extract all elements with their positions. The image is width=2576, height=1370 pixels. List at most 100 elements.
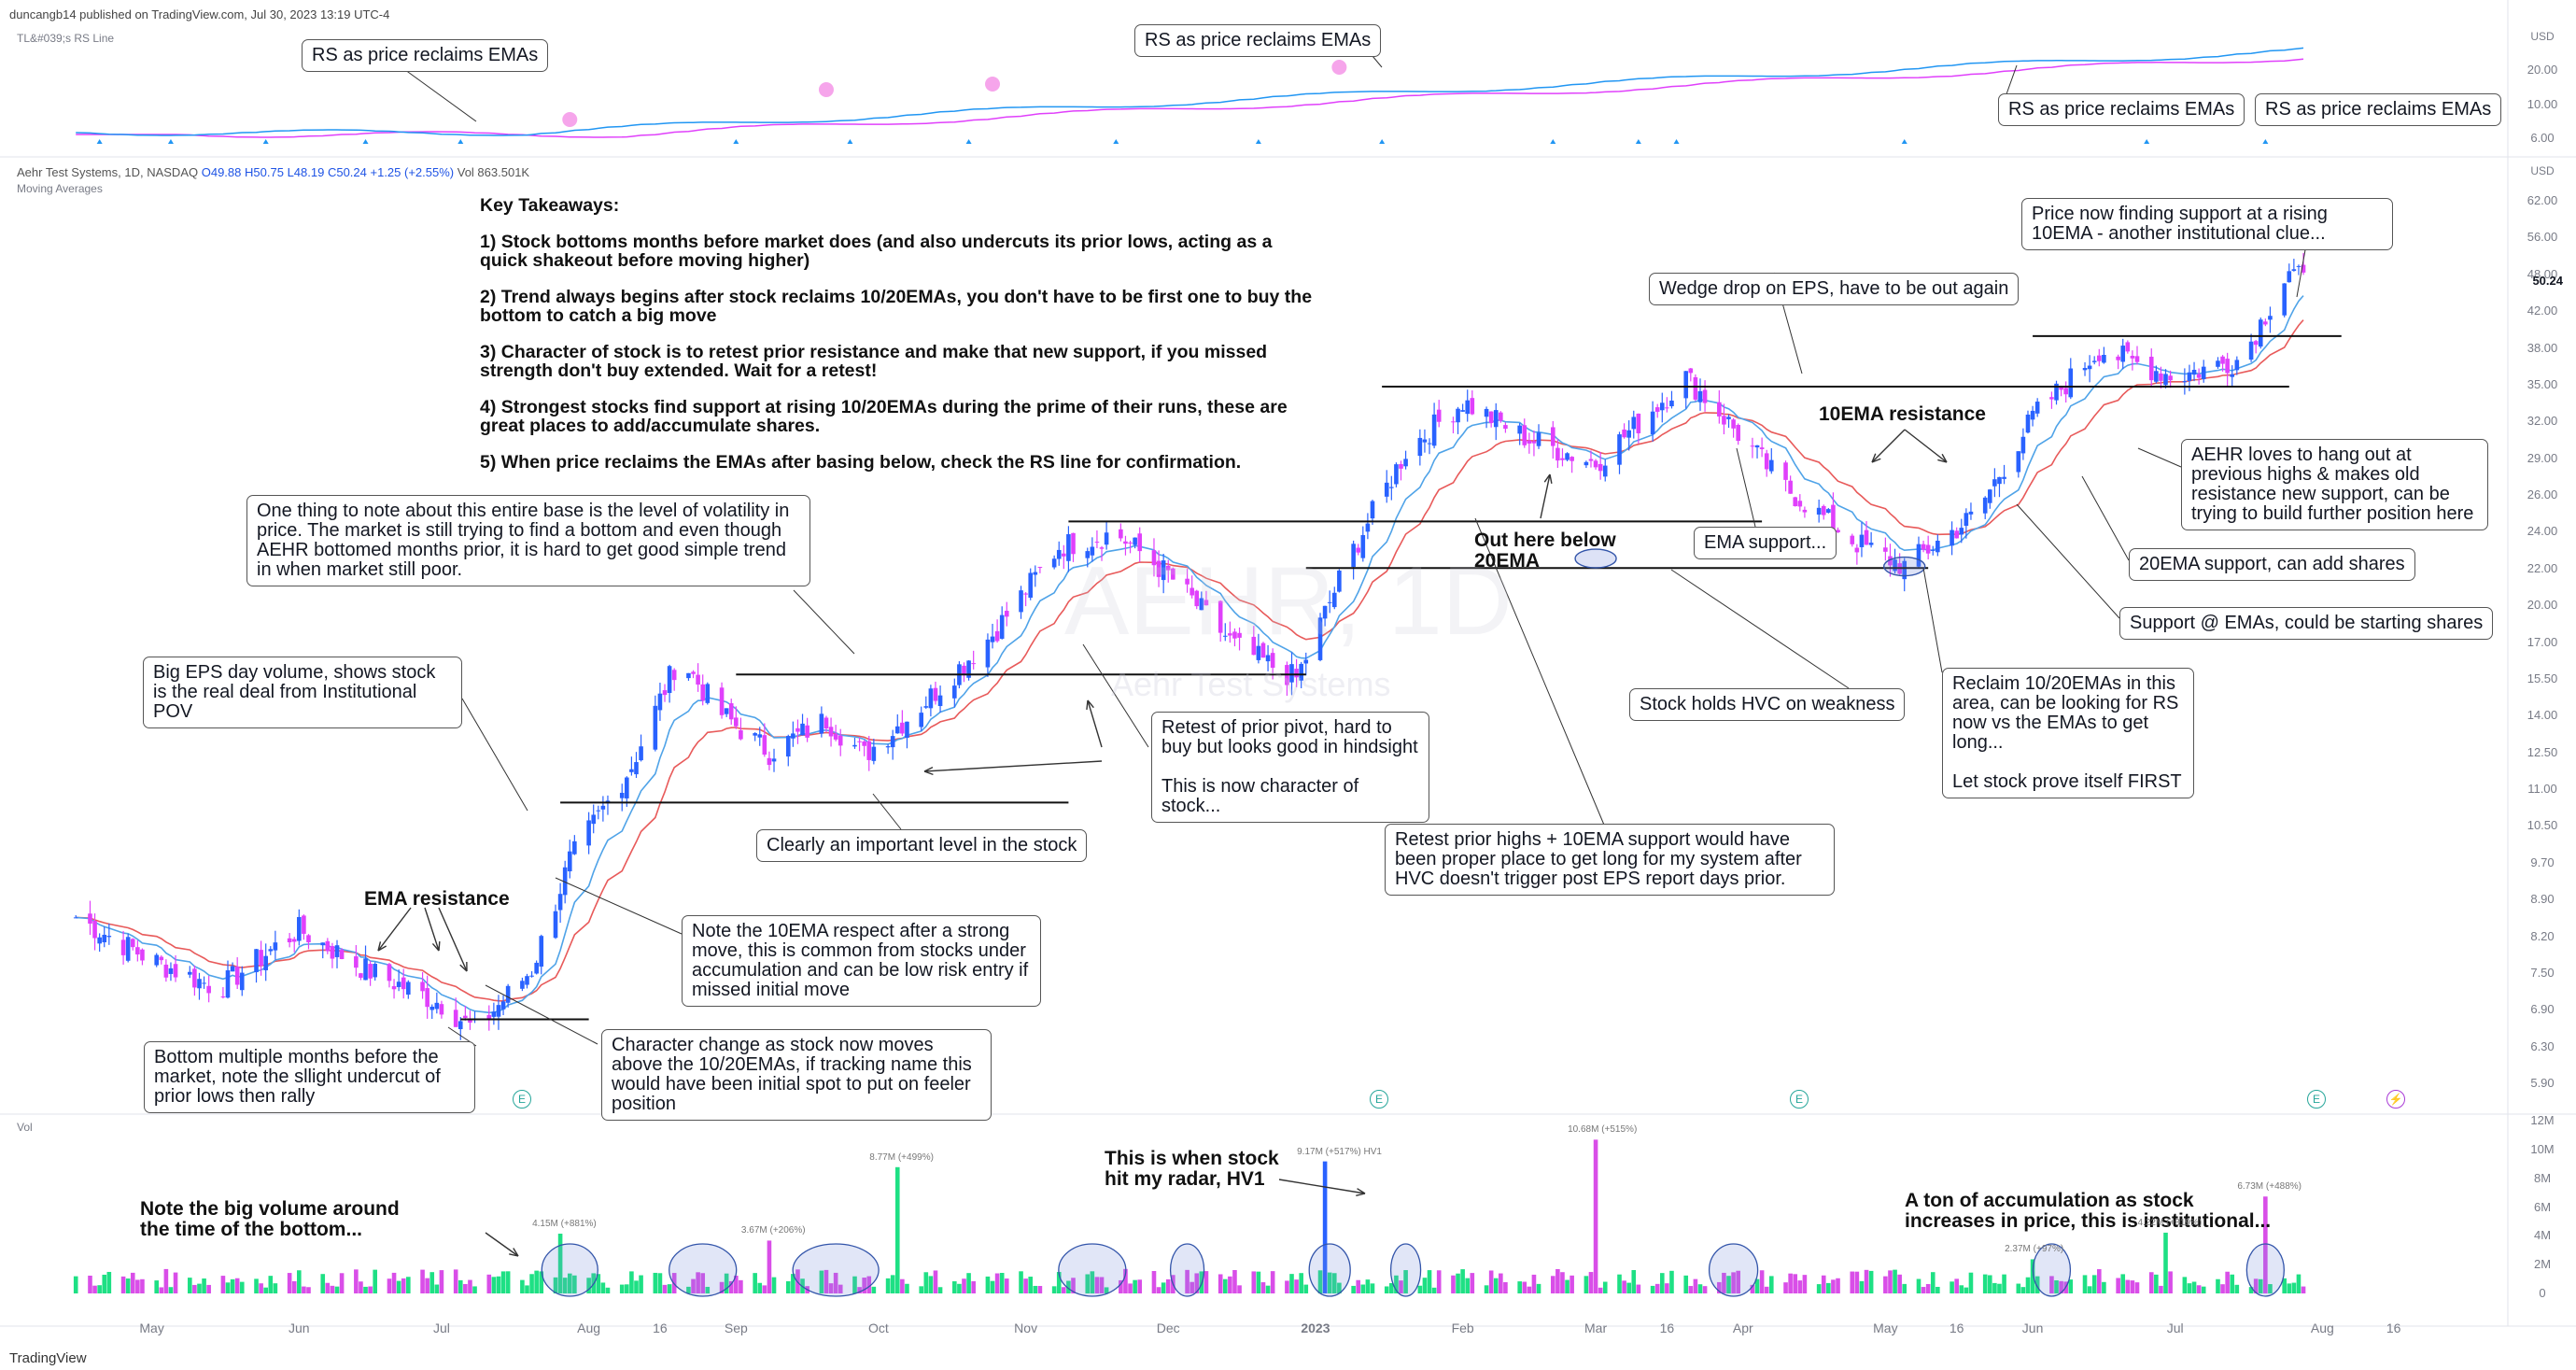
candle-body [539, 936, 544, 967]
candle-body [1137, 533, 1143, 552]
candle-body [795, 727, 800, 732]
candle-body [619, 792, 625, 798]
volume-bar [406, 1277, 411, 1293]
candle-body [671, 670, 677, 681]
candle [1697, 378, 1703, 411]
volume-bar [463, 1283, 468, 1293]
candle [2248, 333, 2254, 362]
candle-body [1019, 590, 1023, 613]
candle [1056, 541, 1062, 566]
candle [2002, 464, 2006, 485]
takeaway-5: 5) When price reclaims the EMAs after ba… [480, 452, 1242, 473]
earnings-icon[interactable]: E [513, 1090, 531, 1109]
candle [373, 962, 378, 981]
candle-body [1199, 598, 1204, 611]
candle [197, 972, 202, 1000]
candle-body [1417, 437, 1423, 457]
candle-body [140, 949, 145, 961]
volume-bar [1764, 1286, 1769, 1293]
candle [762, 723, 767, 757]
candle [719, 682, 725, 719]
volume-bar [1683, 1275, 1689, 1293]
candle [1802, 506, 1808, 518]
volume-bar [1897, 1274, 1902, 1293]
candle [696, 663, 700, 692]
volume-bar [1337, 1282, 1342, 1293]
candle [1128, 540, 1133, 554]
candle-body [1370, 501, 1375, 519]
candle-body [1588, 459, 1594, 461]
volume-bar [2068, 1279, 2074, 1293]
earnings-icon[interactable]: E [1790, 1090, 1809, 1109]
volume-bar [2120, 1274, 2126, 1293]
candle [1622, 423, 1626, 439]
candle [539, 934, 544, 975]
candle-body [1104, 532, 1109, 545]
volume-bar [1565, 1279, 1570, 1293]
candle-body [800, 723, 805, 736]
volume-bar [852, 1276, 857, 1293]
candle [866, 736, 872, 771]
volume-bar [154, 1280, 159, 1293]
candle-body [1004, 611, 1009, 617]
candle-body [1356, 547, 1361, 553]
volume-bar [1451, 1275, 1456, 1293]
volume-bar [1033, 1285, 1038, 1293]
volume-axis-tick: 6M [2533, 1199, 2552, 1214]
candle-body [1531, 441, 1537, 444]
candle-body [2296, 265, 2302, 267]
candle [1488, 411, 1494, 428]
candle [1925, 535, 1931, 560]
volume-bar [1982, 1274, 1988, 1293]
volume-bar [102, 1274, 107, 1293]
callout-holds-hvc: Stock holds HVC on weakness [1629, 688, 1906, 721]
candle-body [1560, 458, 1565, 460]
volume-bar [202, 1278, 206, 1293]
volume-bar [457, 1279, 463, 1293]
candle-body [719, 687, 725, 715]
candle [2116, 354, 2120, 370]
candle-body [905, 721, 909, 739]
candle [1156, 550, 1161, 587]
candle-body [1360, 534, 1366, 558]
candle [691, 670, 696, 679]
volume-ellipse [1169, 1243, 1205, 1297]
candle [1754, 445, 1760, 459]
volume-bar [1702, 1286, 1708, 1293]
volume-bar [1636, 1284, 1641, 1293]
volume-bar [1085, 1274, 1091, 1293]
published-line: duncangb14 published on TradingView.com,… [9, 7, 390, 21]
candle [1422, 429, 1428, 453]
candle [2120, 338, 2126, 370]
candle-body [591, 814, 597, 825]
candle-body [767, 757, 772, 766]
volume-bar [1389, 1282, 1394, 1293]
candle [1921, 540, 1926, 553]
candle-body [2063, 388, 2068, 395]
rs-new-high-marker [262, 139, 269, 144]
tradingview-logo[interactable]: TradingView [9, 1350, 87, 1366]
close-value: C50.24 [327, 165, 367, 179]
volume-bar [287, 1273, 292, 1293]
candle-body [1456, 408, 1460, 423]
time-axis-tick: May [1873, 1321, 1898, 1335]
candle [2034, 398, 2040, 417]
earnings-icon[interactable]: E [1370, 1090, 1388, 1109]
dividend-event-icon[interactable]: ⚡ [2386, 1090, 2405, 1109]
candle-body [1394, 464, 1399, 485]
candle [557, 883, 563, 924]
candle-body [1322, 605, 1328, 619]
candle [2216, 357, 2220, 369]
candle-body [1470, 398, 1475, 415]
candle-body [1850, 535, 1855, 544]
earnings-icon[interactable]: E [2307, 1090, 2326, 1109]
candle [1256, 633, 1261, 664]
callout-character-change: Character change as stock now moves abov… [601, 1029, 992, 1121]
volume-bar [923, 1272, 929, 1293]
volume-axis-tick: 0 [2539, 1286, 2546, 1300]
volume-bar [1294, 1279, 1299, 1293]
candle [302, 914, 306, 940]
volume-bar [739, 1279, 743, 1293]
candle-body [885, 746, 891, 748]
volume-bar [2025, 1277, 2031, 1293]
